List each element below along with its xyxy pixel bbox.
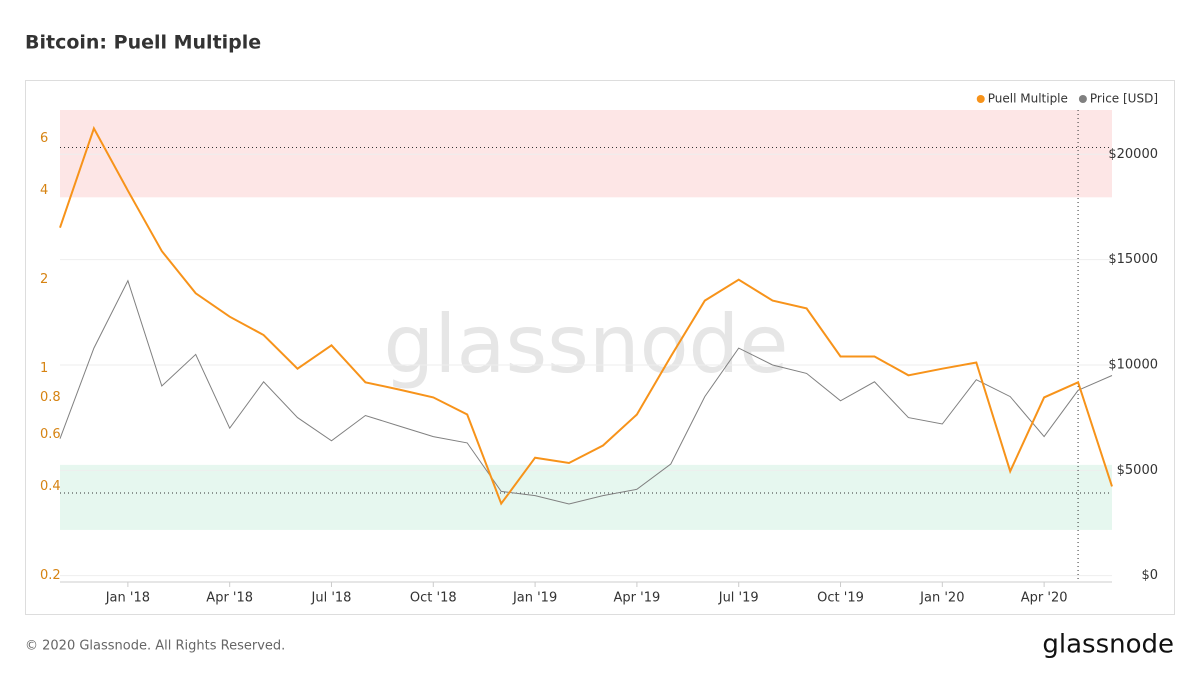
y-tick-label: 0.6	[40, 427, 61, 442]
y2-tick-label: $20000	[1108, 147, 1158, 162]
legend-label: Puell Multiple	[988, 92, 1068, 106]
y2-tick-label: $10000	[1108, 357, 1158, 372]
x-tick-label: Jan '20	[919, 591, 964, 606]
y-tick-label: 0.4	[40, 479, 61, 494]
logo: glassnode	[1042, 630, 1174, 660]
x-tick-label: Jan '18	[105, 591, 150, 606]
y-tick-label: 0.8	[40, 390, 61, 405]
x-tick-label: Apr '19	[614, 591, 661, 606]
y2-tick-label: $5000	[1117, 463, 1158, 478]
watermark: glassnode	[383, 298, 788, 391]
threshold-band	[60, 110, 1112, 198]
x-tick-label: Jan '19	[512, 591, 557, 606]
x-tick-label: Apr '20	[1021, 591, 1068, 606]
x-tick-label: Jul '18	[311, 591, 352, 606]
series-line	[59, 125, 1113, 506]
chart-frame	[25, 80, 1175, 615]
y-tick-label: 4	[40, 183, 48, 198]
x-tick-label: Jul '19	[718, 591, 759, 606]
y-tick-label: 2	[40, 272, 48, 287]
chart-title: Bitcoin: Puell Multiple	[25, 32, 261, 54]
x-tick-label: Oct '19	[817, 591, 864, 606]
y2-tick-label: $15000	[1108, 252, 1158, 267]
footer: © 2020 Glassnode. All Rights Reserved.	[25, 639, 285, 654]
y-tick-label: 1	[40, 361, 48, 376]
threshold-band	[60, 464, 1112, 530]
y-tick-label: 0.2	[40, 568, 61, 583]
legend-label: Price [USD]	[1090, 92, 1158, 106]
x-tick-label: Apr '18	[206, 591, 253, 606]
x-tick-label: Oct '18	[410, 591, 457, 606]
y-tick-label: 6	[40, 131, 48, 146]
legend-swatch	[976, 95, 985, 103]
series-line	[59, 279, 1113, 505]
y2-tick-label: $0	[1141, 568, 1158, 583]
legend-swatch	[1078, 95, 1087, 103]
